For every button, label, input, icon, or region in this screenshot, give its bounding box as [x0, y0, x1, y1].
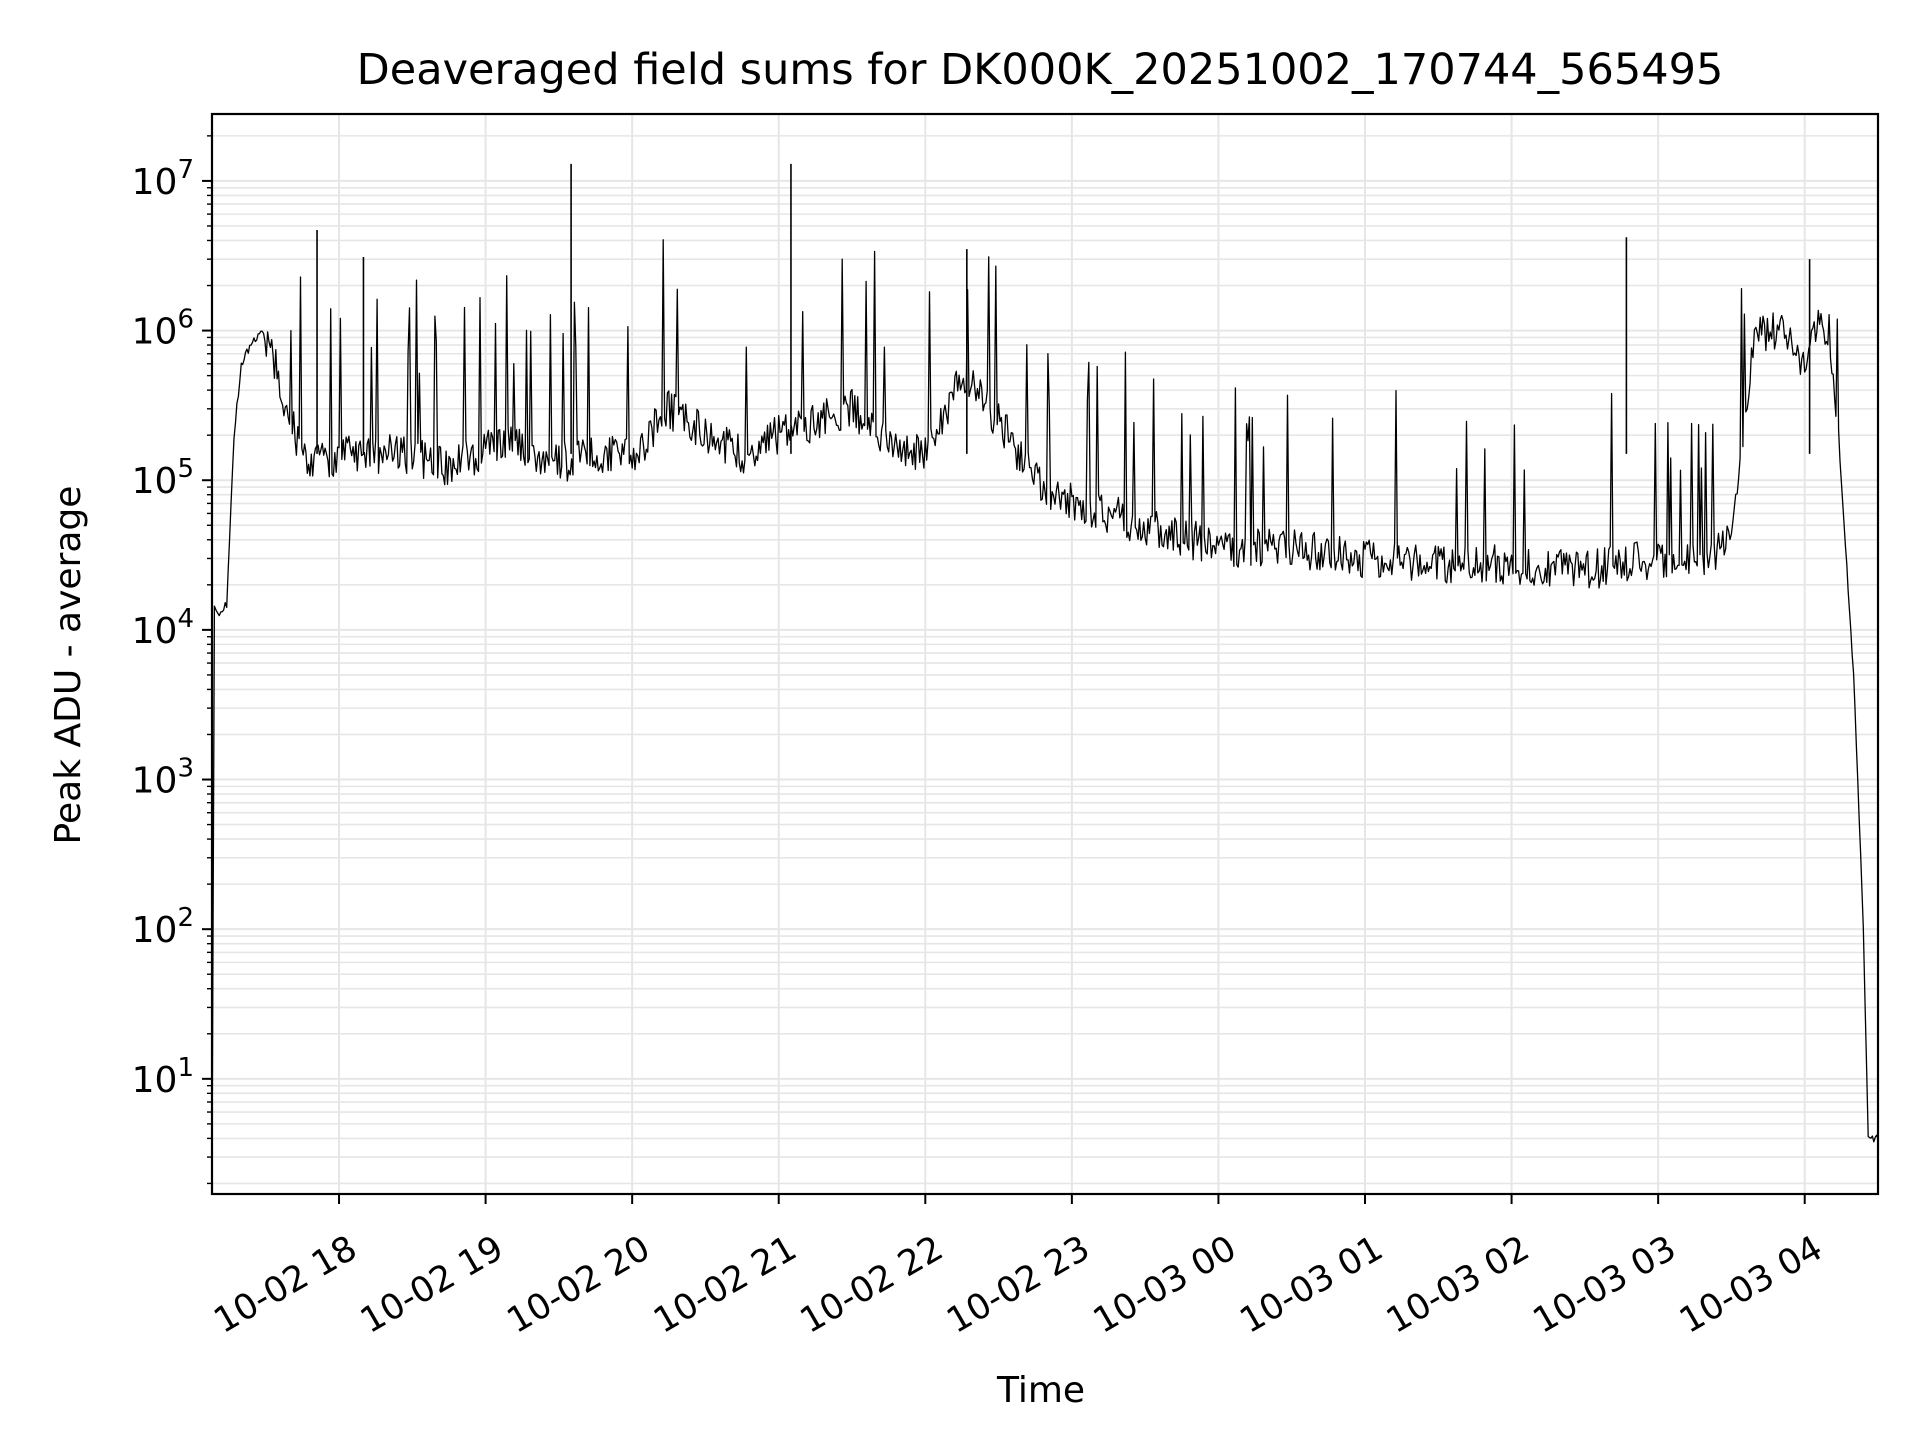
y-tick-label: 106: [132, 305, 194, 353]
grid-lines: [212, 114, 1878, 1194]
data-series-line: [211, 239, 1879, 1180]
y-tick-label: 105: [132, 454, 194, 502]
plot-frame: [210, 112, 1880, 1196]
y-tick-label: 101: [132, 1053, 194, 1101]
y-tick-label: 104: [132, 604, 194, 652]
chart-title: Deaveraged field sums for DK000K_2025100…: [357, 45, 1724, 95]
plot-area: [211, 163, 1879, 1180]
y-tick-label: 102: [132, 903, 194, 951]
y-axis: 101 102 103 104 105 106 107: [132, 135, 212, 1185]
y-tick-label: 107: [132, 155, 194, 203]
x-axis-label: Time: [996, 1370, 1085, 1411]
y-tick-label: 103: [132, 754, 194, 802]
y-axis-label: Peak ADU - average: [48, 486, 89, 845]
